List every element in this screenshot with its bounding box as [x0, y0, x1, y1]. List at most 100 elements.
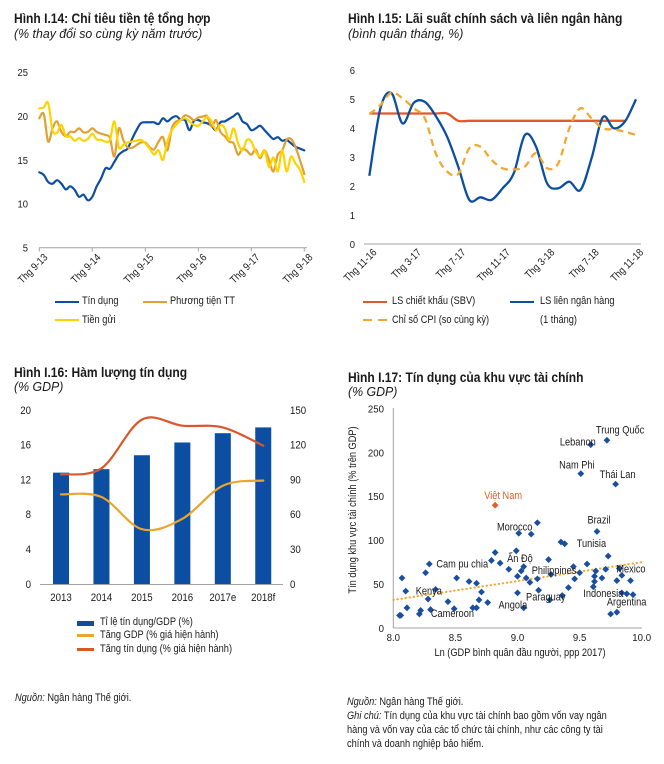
scatter-point	[629, 591, 637, 599]
tien-gui-line	[38, 100, 306, 183]
tang-gdp-gia-hien-hanh-line	[59, 479, 265, 532]
bar-2016	[174, 442, 191, 584]
scatter-point	[475, 596, 483, 604]
y-left-tick-label: 20	[20, 405, 31, 417]
scatter-point	[602, 565, 610, 573]
legend-label-cpi: Chỉ số CPI (so cùng kỳ)	[392, 313, 490, 326]
y-tick-label: 3	[350, 152, 356, 164]
scatter-point	[623, 590, 631, 598]
legend-swatch-tang-tin-dung	[77, 648, 94, 651]
x-tick-label: Thg 11-17	[475, 247, 513, 285]
point-label-lebanon: Lebanon	[560, 437, 596, 449]
scatter-point	[527, 530, 535, 538]
bar-2013	[53, 472, 69, 584]
scatter-point	[545, 556, 552, 563]
scatter-point	[427, 606, 434, 613]
scatter-point	[618, 571, 626, 579]
x-tick-label: 9.0	[511, 633, 525, 644]
point-label-philippines: Philippines	[532, 565, 577, 577]
scatter-point	[514, 589, 521, 597]
point-label-trung-quoc: Trung Quốc	[596, 424, 644, 437]
y-tick-label: 50	[373, 580, 384, 591]
scatter-point-philippines	[520, 563, 528, 570]
point-label-cam-pu-chia: Cam pu chia	[436, 559, 488, 571]
x-tick-label: 2016	[172, 593, 194, 605]
scatter-point-argentina	[613, 608, 621, 616]
scatter-point	[422, 569, 429, 577]
bar-2017e	[214, 433, 231, 584]
y-tick-label: 5	[350, 94, 356, 106]
scatter-point	[469, 604, 477, 612]
fig17-title: Hình I.17: Tín dụng của khu vực tài chín…	[348, 369, 584, 385]
x-tick-label: Thg 3-17	[390, 247, 424, 281]
source-prefix: Nguồn:	[347, 696, 377, 708]
x-tick-label: Thg 11-16	[342, 247, 380, 285]
scatter-point	[613, 577, 621, 585]
y-left-tick-label: 8	[26, 510, 32, 522]
legend-label-ls-lien-ngan-hang-line2: (1 tháng)	[540, 313, 577, 326]
legend-swatch-cpi-dash-1	[363, 318, 372, 322]
scatter-point	[488, 557, 495, 564]
fig16-chart: 2013 2014 2015 2016 2017e 2018f 0 4 8 12 16 20 0 30 60…	[20, 405, 306, 604]
scatter-point-viet-nam	[491, 501, 499, 509]
bar-2014	[93, 469, 110, 584]
note-prefix: Ghi chú:	[347, 709, 382, 722]
point-label-mexico: Mexico	[616, 564, 646, 576]
scatter-point	[514, 572, 521, 580]
source-text: Ngân hàng Thế giới.	[44, 691, 132, 704]
x-tick-label: Thg 9-18	[281, 252, 316, 287]
point-label-argentina: Argentina	[607, 597, 647, 609]
scatter-point-tunisia	[561, 540, 569, 548]
y-tick-label: 15	[18, 155, 29, 167]
trend-line	[392, 561, 643, 601]
scatter-point	[517, 567, 525, 575]
fig17-note-line-3: chính và doanh nghiệp bảo hiểm.	[347, 737, 484, 750]
x-tick-label: 2013	[50, 593, 72, 605]
point-label-viet-nam: Việt Nam	[484, 491, 522, 503]
x-tick-label: Thg 7-18	[567, 247, 602, 282]
source-text: Ngân hàng Thế giới.	[376, 696, 464, 708]
scatter-point	[569, 563, 577, 570]
scatter-point	[565, 584, 572, 592]
legend-label-ti-le-tin-dung-gdp: Tỉ lệ tín dụng/GDP (%)	[100, 616, 193, 628]
point-label-tunisia: Tunisia	[577, 538, 607, 550]
fig15-title: Hình I.15: Lãi suất chính sách và liên n…	[348, 10, 623, 26]
scatter-point-morocco	[533, 519, 541, 527]
scatter-point-cam-pu-chia	[425, 560, 433, 568]
scatter-point	[450, 605, 458, 613]
legend-label-tang-gdp: Tăng GDP (% giá hiện hành)	[100, 628, 219, 641]
legend-swatch-ti-le-tin-dung-gdp	[77, 620, 94, 626]
y-tick-label: 0	[379, 623, 385, 634]
scatter-point	[576, 569, 583, 577]
scatter-point	[473, 604, 480, 612]
scatter-point	[522, 574, 530, 582]
fig17-subtitle: (% GDP)	[348, 384, 398, 399]
legend-swatch-ls-lien-ngan-hang	[510, 300, 534, 303]
scatter-point-paraguay	[546, 596, 554, 604]
x-tick-label: 2014	[91, 593, 113, 605]
scatter-point	[424, 595, 432, 603]
y-tick-label: 5	[23, 243, 29, 255]
scatter-point-angola	[520, 604, 528, 612]
scatter-point	[432, 586, 439, 593]
note-text: Tín dụng của khu vực tài chính bao gồm v…	[381, 709, 607, 722]
y-right-tick-label: 0	[290, 579, 296, 591]
legend-label-ls-lien-ngan-hang: LS liên ngân hàng	[540, 295, 615, 307]
scatter-point	[607, 610, 615, 618]
y-tick-label: 250	[368, 404, 384, 415]
y-right-tick-label: 30	[290, 545, 301, 557]
scatter-point	[453, 574, 461, 582]
point-label-morocco: Morocco	[497, 522, 533, 534]
scatter-point	[512, 547, 520, 555]
y-tick-label: 2	[350, 181, 356, 193]
x-tick-label: Thg 3-18	[523, 247, 558, 282]
y-right-tick-label: 150	[290, 405, 306, 417]
x-tick-label: Thg 9-17	[228, 252, 262, 286]
x-tick-label: 9.5	[573, 633, 587, 644]
fig17-source: Nguồn: Ngân hàng Thế giới.	[347, 696, 463, 709]
fig14-chart: Thg 9-13 Thg 9-14 Thg 9-15 Thg 9-16 Thg 9-17…	[16, 68, 316, 287]
scatter-point	[465, 578, 473, 585]
scatter-point-indonesia	[589, 583, 597, 591]
x-tick-label: Thg 7-17	[434, 247, 468, 281]
scatter-point	[591, 578, 598, 585]
